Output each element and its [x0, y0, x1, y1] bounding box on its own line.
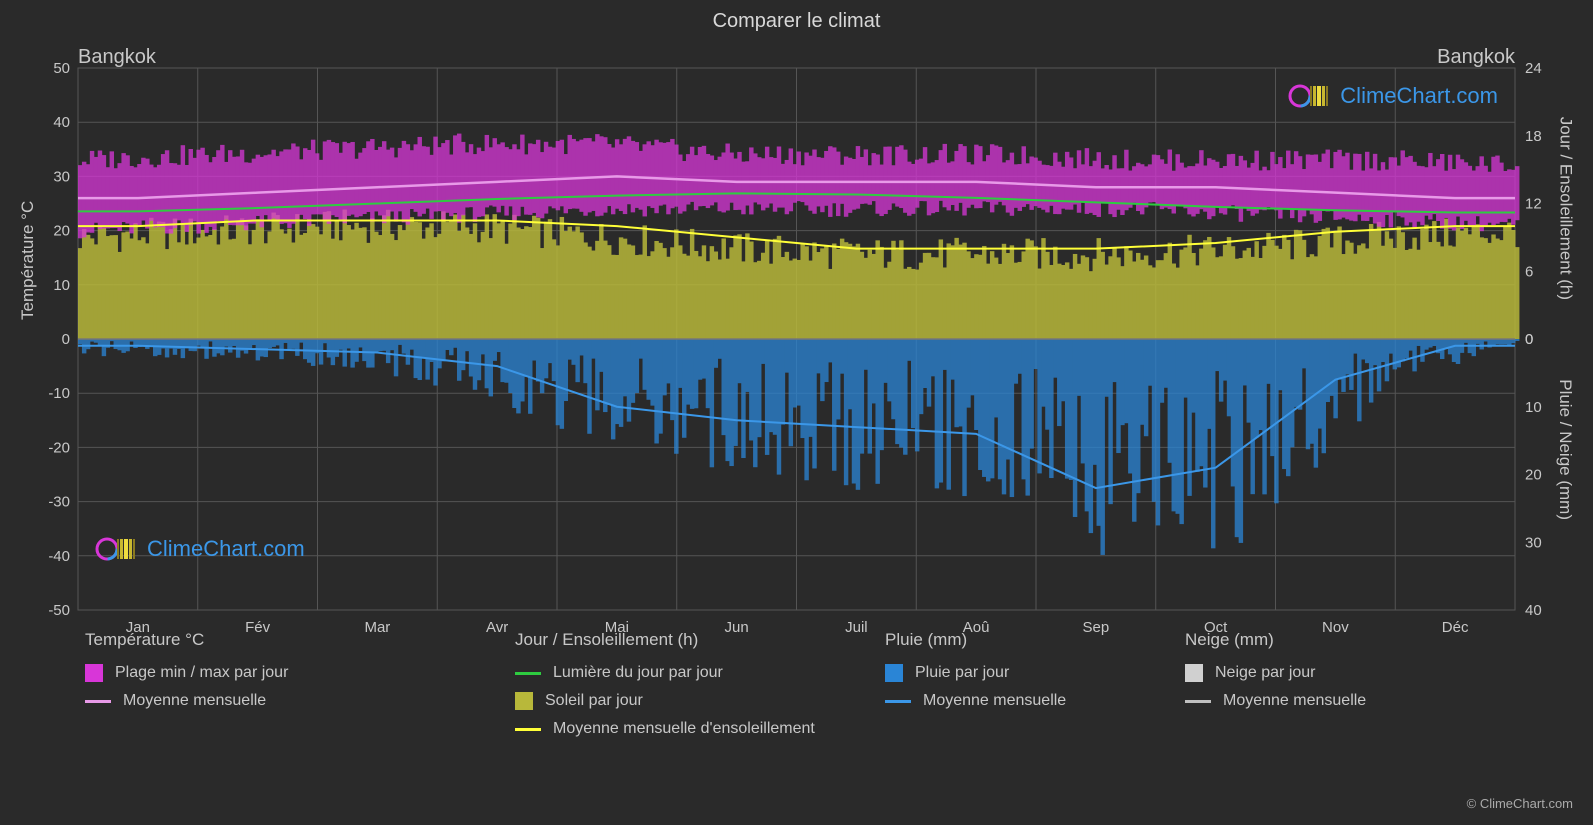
- svg-text:0: 0: [62, 331, 70, 348]
- svg-text:10: 10: [53, 277, 70, 294]
- svg-text:30: 30: [53, 168, 70, 185]
- svg-text:30: 30: [1525, 534, 1542, 551]
- legend-item: Moyenne mensuelle d'ensoleillement: [515, 720, 885, 738]
- legend-swatch: [885, 664, 903, 682]
- legend-item: Moyenne mensuelle: [885, 692, 1185, 710]
- legend-swatch: [885, 700, 911, 703]
- svg-text:-40: -40: [48, 548, 70, 565]
- legend-swatch: [1185, 700, 1211, 703]
- legend-title: Pluie (mm): [885, 630, 1185, 650]
- legend-title: Température °C: [85, 630, 515, 650]
- svg-text:-50: -50: [48, 602, 70, 619]
- legend-label: Moyenne mensuelle: [923, 692, 1066, 710]
- legend-item: Moyenne mensuelle: [1185, 692, 1366, 710]
- legend-col-snow: Neige (mm) Neige par jour Moyenne mensue…: [1185, 630, 1366, 738]
- svg-text:0: 0: [1525, 331, 1533, 348]
- legend-swatch: [515, 692, 533, 710]
- legend-swatch: [85, 664, 103, 682]
- legend-swatch: [515, 672, 541, 675]
- legend-swatch: [515, 728, 541, 731]
- legend-item: Neige par jour: [1185, 664, 1366, 682]
- legend: Température °C Plage min / max par jour …: [85, 630, 1525, 738]
- legend-label: Neige par jour: [1215, 664, 1316, 682]
- legend-label: Lumière du jour par jour: [553, 664, 723, 682]
- svg-text:12: 12: [1525, 196, 1542, 213]
- svg-text:20: 20: [1525, 467, 1542, 484]
- legend-item: Moyenne mensuelle: [85, 692, 515, 710]
- legend-label: Moyenne mensuelle: [123, 692, 266, 710]
- svg-text:50: 50: [53, 60, 70, 77]
- copyright: © ClimeChart.com: [1467, 796, 1573, 811]
- svg-text:-10: -10: [48, 385, 70, 402]
- svg-text:18: 18: [1525, 128, 1542, 145]
- legend-label: Pluie par jour: [915, 664, 1009, 682]
- legend-label: Moyenne mensuelle d'ensoleillement: [553, 720, 815, 738]
- svg-text:40: 40: [53, 114, 70, 131]
- svg-text:24: 24: [1525, 60, 1542, 77]
- svg-text:20: 20: [53, 223, 70, 240]
- legend-title: Jour / Ensoleillement (h): [515, 630, 885, 650]
- svg-text:10: 10: [1525, 399, 1542, 416]
- svg-text:40: 40: [1525, 602, 1542, 619]
- legend-item: Plage min / max par jour: [85, 664, 515, 682]
- legend-item: Pluie par jour: [885, 664, 1185, 682]
- legend-label: Plage min / max par jour: [115, 664, 288, 682]
- svg-text:6: 6: [1525, 263, 1533, 280]
- legend-label: Soleil par jour: [545, 692, 643, 710]
- legend-swatch: [1185, 664, 1203, 682]
- svg-text:-30: -30: [48, 494, 70, 511]
- legend-col-rain: Pluie (mm) Pluie par jour Moyenne mensue…: [885, 630, 1185, 738]
- legend-item: Soleil par jour: [515, 692, 885, 710]
- svg-text:-20: -20: [48, 439, 70, 456]
- legend-col-daylight: Jour / Ensoleillement (h) Lumière du jou…: [515, 630, 885, 738]
- legend-item: Lumière du jour par jour: [515, 664, 885, 682]
- legend-col-temperature: Température °C Plage min / max par jour …: [85, 630, 515, 738]
- legend-label: Moyenne mensuelle: [1223, 692, 1366, 710]
- legend-swatch: [85, 700, 111, 703]
- legend-title: Neige (mm): [1185, 630, 1366, 650]
